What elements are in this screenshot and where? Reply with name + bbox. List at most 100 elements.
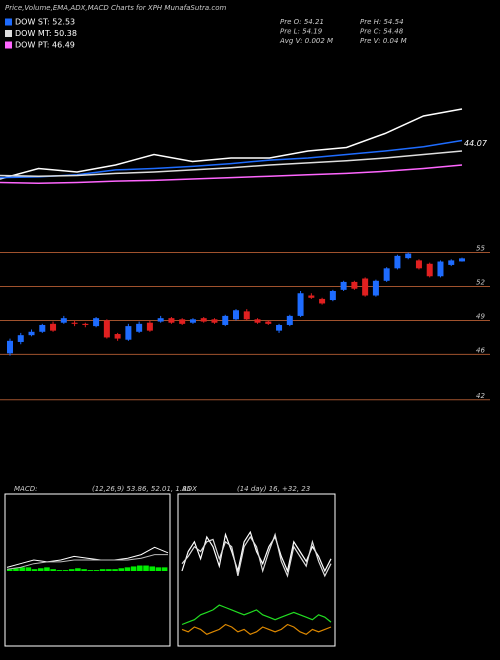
series-line — [0, 150, 463, 177]
stat: Avg V: 0.002 M — [279, 37, 333, 45]
histogram-bar — [106, 569, 112, 571]
series-line — [181, 604, 332, 626]
series-line — [181, 530, 332, 574]
histogram-bar — [7, 569, 13, 571]
histogram-bar — [81, 569, 87, 571]
y-tick-label: 46 — [476, 346, 485, 354]
histogram-bar — [62, 570, 69, 571]
histogram-bar — [112, 569, 118, 571]
page-title: Price,Volume,EMA,ADX,MACD Charts for XPH… — [5, 4, 227, 12]
candle-body — [93, 318, 100, 327]
histogram-bar — [143, 565, 149, 571]
legend-swatch — [5, 18, 12, 26]
histogram-bar — [56, 570, 63, 571]
candle-body — [426, 263, 433, 277]
candle-body — [200, 318, 207, 322]
candle-body — [233, 310, 239, 320]
histogram-bar — [161, 567, 168, 571]
candle-body — [415, 260, 422, 269]
candle-body — [125, 326, 132, 340]
candle-body — [243, 311, 250, 320]
legend-label: DOW MT: 50.38 — [15, 29, 77, 38]
histogram-bar — [44, 567, 50, 571]
series-line — [0, 108, 463, 180]
series-line — [0, 164, 463, 184]
candle-body — [17, 335, 24, 342]
candle-body — [276, 324, 283, 331]
panel-subtitle: (12,26,9) 53.86, 52.01, 1.85 — [92, 485, 192, 493]
histogram-bar — [31, 569, 38, 571]
candle-body — [329, 290, 336, 301]
y-tick-label: 55 — [476, 244, 485, 252]
adx-frame — [177, 493, 336, 647]
candle-body — [308, 295, 315, 298]
legend-label: DOW ST: 52.53 — [15, 18, 75, 27]
candle-body — [136, 323, 143, 332]
histogram-bar — [137, 565, 143, 571]
candle-body — [437, 261, 444, 277]
histogram-bar — [149, 566, 155, 571]
stat: Pre H: 54.54 — [360, 18, 404, 26]
histogram-bar — [37, 568, 44, 571]
candle-body — [459, 258, 465, 262]
histogram-bar — [130, 566, 137, 571]
candle-body — [39, 324, 46, 332]
histogram-bar — [118, 568, 125, 571]
candle-body — [372, 280, 379, 296]
candle-body — [383, 268, 390, 281]
candle-body — [71, 322, 78, 324]
candle-body — [103, 320, 110, 338]
candle-body — [60, 318, 67, 323]
histogram-bar — [155, 567, 162, 571]
candle-body — [405, 253, 412, 259]
histogram-bar — [87, 570, 94, 571]
legend-label: DOW PT: 46.49 — [15, 41, 75, 50]
candle-body — [297, 293, 304, 316]
candle-body — [286, 315, 293, 325]
stat: Pre C: 54.48 — [360, 28, 404, 36]
panel-title: ADX — [181, 485, 197, 493]
stat: Pre V: 0.04 M — [360, 37, 407, 45]
panel-subtitle: (14 day) 16, +32, 23 — [237, 485, 310, 493]
candle-body — [146, 322, 153, 331]
histogram-bar — [25, 567, 32, 571]
candle-body — [222, 315, 229, 325]
candle-body — [448, 260, 455, 265]
histogram-bar — [68, 569, 75, 571]
histogram-bar — [124, 567, 131, 571]
legend-swatch — [5, 41, 12, 49]
candle-body — [168, 318, 175, 323]
series-line — [6, 546, 169, 568]
histogram-bar — [99, 569, 106, 571]
y-tick-label: 44.07 — [464, 139, 488, 148]
y-tick-label: 52 — [476, 278, 485, 286]
series-line — [181, 532, 332, 578]
candle-body — [265, 321, 272, 324]
stat: Pre L: 54.19 — [280, 28, 323, 36]
candle-body — [179, 319, 186, 324]
candle-body — [351, 281, 358, 289]
series-line — [6, 554, 168, 570]
candle-body — [319, 298, 326, 304]
candle-body — [189, 319, 196, 323]
candle-body — [362, 278, 369, 296]
candle-body — [82, 323, 89, 325]
candle-body — [157, 318, 164, 322]
histogram-bar — [75, 568, 81, 571]
series-line — [181, 623, 332, 635]
histogram-bar — [50, 569, 56, 571]
y-tick-label: 49 — [476, 312, 485, 320]
candle-body — [211, 319, 218, 323]
stat: Pre O: 54.21 — [280, 18, 324, 26]
candle-body — [254, 319, 261, 323]
histogram-bar — [13, 568, 19, 571]
histogram-bar — [19, 567, 25, 571]
candle-body — [7, 340, 13, 354]
candle-body — [394, 255, 401, 269]
candle-body — [340, 281, 347, 290]
legend-swatch — [5, 30, 12, 37]
candle-body — [114, 334, 121, 339]
histogram-bar — [93, 570, 100, 571]
y-tick-label: 42 — [476, 392, 485, 400]
